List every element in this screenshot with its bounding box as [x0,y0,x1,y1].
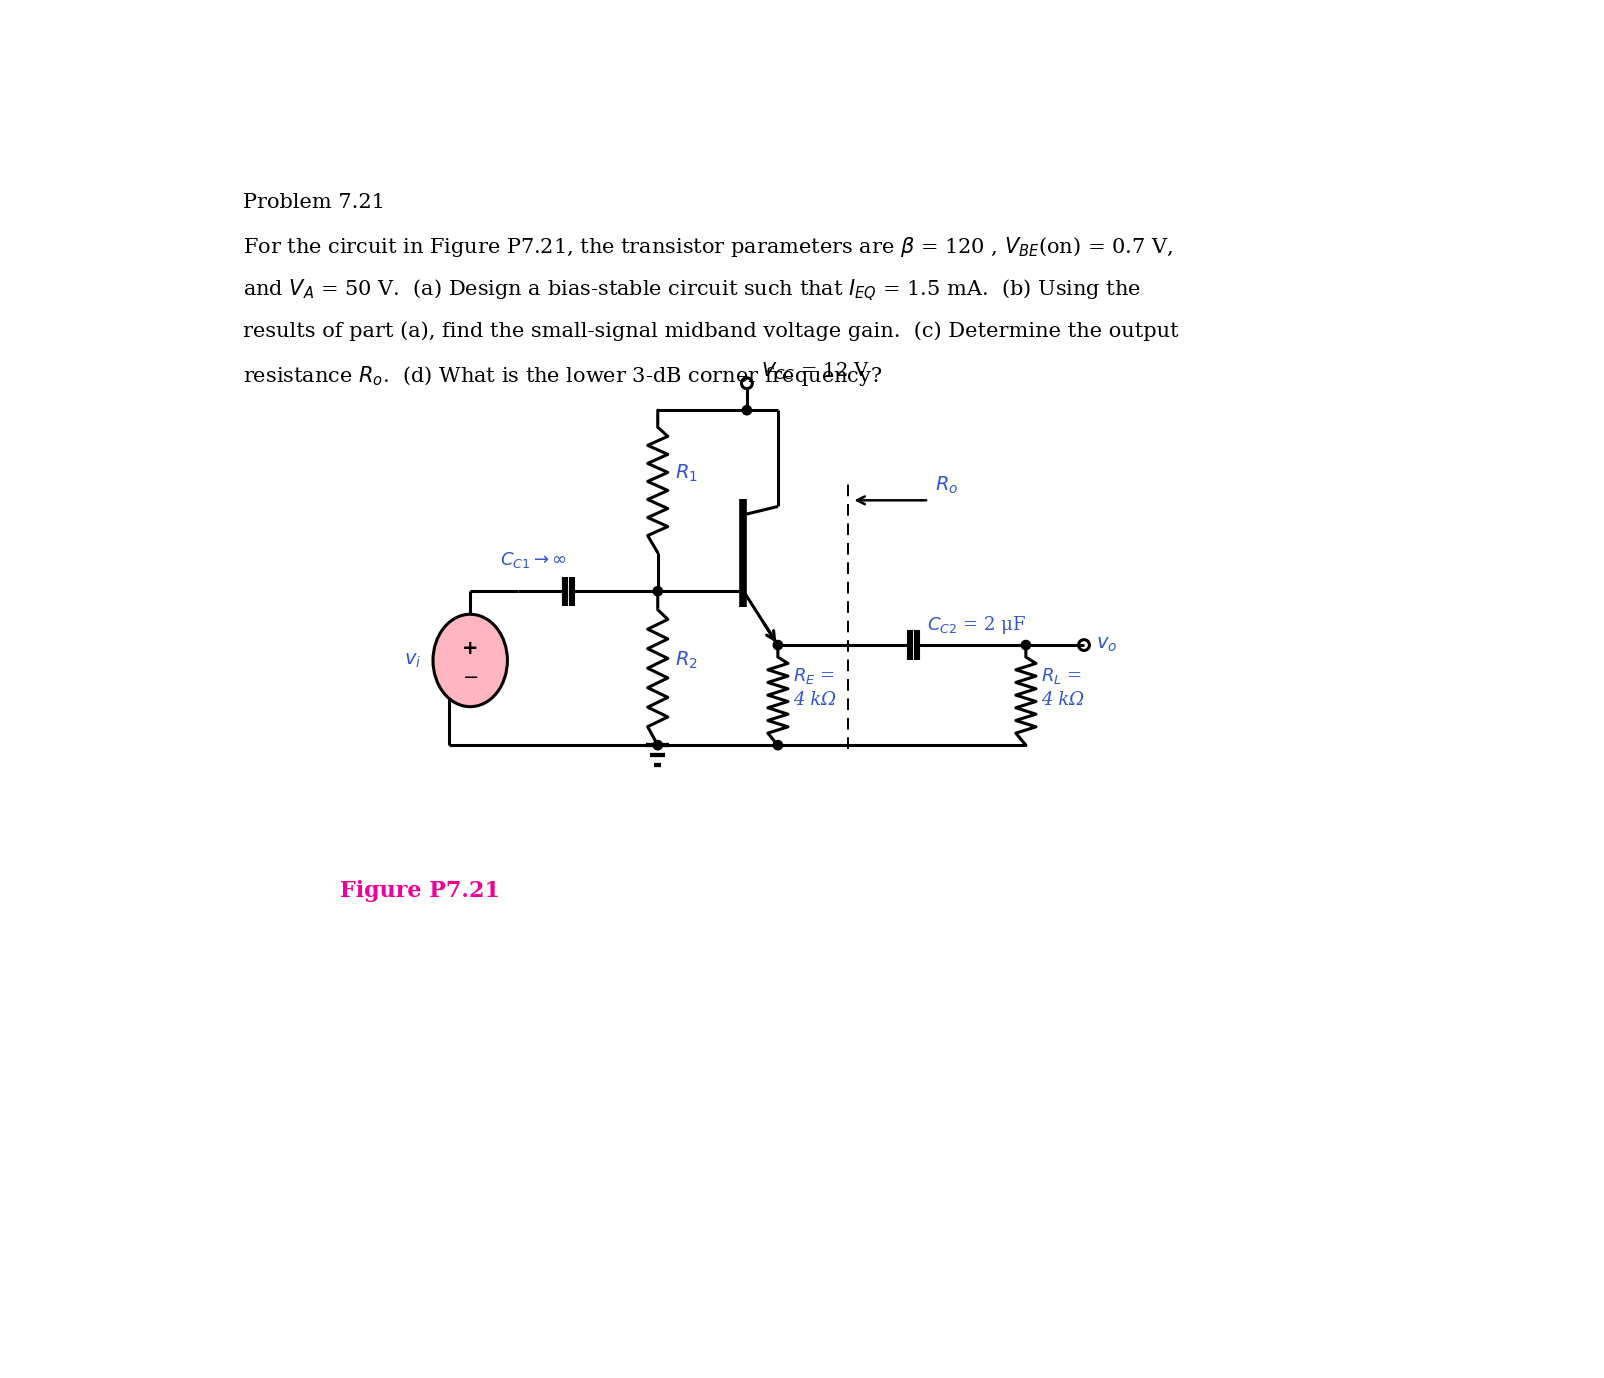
Text: results of part (a), find the small-signal midband voltage gain.  (c) Determine : results of part (a), find the small-sign… [244,321,1179,340]
Text: resistance $R_o$.  (d) What is the lower 3-dB corner frequency?: resistance $R_o$. (d) What is the lower … [244,364,882,389]
Text: $R_2$: $R_2$ [675,650,698,671]
Circle shape [653,740,662,750]
Text: $R_o$: $R_o$ [935,475,959,496]
Ellipse shape [433,615,507,707]
Circle shape [743,405,752,415]
Text: $v_i$: $v_i$ [404,652,422,670]
Text: Problem 7.21: Problem 7.21 [244,193,385,212]
Text: $-$: $-$ [462,667,478,685]
Text: +: + [462,638,478,657]
Text: $C_{C2}$ = 2 μF: $C_{C2}$ = 2 μF [927,613,1027,635]
Text: For the circuit in Figure P7.21, the transistor parameters are $\beta$ = 120 , $: For the circuit in Figure P7.21, the tra… [244,234,1173,259]
Circle shape [773,641,783,649]
Text: $C_{C1} \rightarrow \infty$: $C_{C1} \rightarrow \infty$ [500,550,568,569]
Text: $R_E$ =
4 kΩ: $R_E$ = 4 kΩ [794,666,836,710]
Circle shape [1022,641,1030,649]
Text: $v_o$: $v_o$ [1096,635,1116,655]
Text: $R_1$: $R_1$ [675,463,698,485]
Text: and $V_A$ = 50 V.  (a) Design a bias-stable circuit such that $I_{EQ}$ = 1.5 mA.: and $V_A$ = 50 V. (a) Design a bias-stab… [244,278,1140,303]
Text: $R_L$ =
4 kΩ: $R_L$ = 4 kΩ [1041,666,1084,710]
Circle shape [653,587,662,595]
Text: Figure P7.21: Figure P7.21 [340,881,500,903]
Text: $V_{CC}$ = 12 V: $V_{CC}$ = 12 V [760,361,869,382]
Circle shape [773,740,783,750]
